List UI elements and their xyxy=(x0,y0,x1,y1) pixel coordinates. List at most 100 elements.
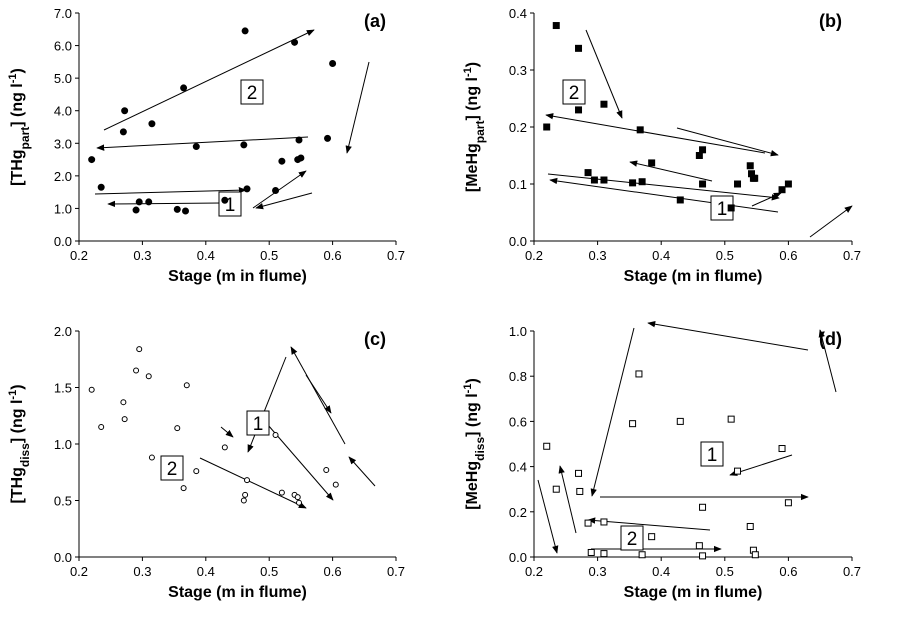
point xyxy=(587,548,595,556)
x-tick-label: 0.4 xyxy=(652,248,670,263)
x-tick-label: 0.4 xyxy=(652,564,670,579)
point xyxy=(182,207,190,215)
trend-arrow xyxy=(199,457,307,509)
annotation-box xyxy=(160,455,184,481)
point xyxy=(590,176,598,184)
y-tick-label: 6.0 xyxy=(54,39,72,54)
point xyxy=(629,179,637,187)
x-tick-label: 0.7 xyxy=(843,564,861,579)
point xyxy=(746,162,754,170)
annotation: 2 xyxy=(569,83,580,104)
point xyxy=(221,444,228,451)
y-tick-label: 0.6 xyxy=(509,414,527,429)
point xyxy=(243,185,251,193)
point xyxy=(695,152,703,159)
point xyxy=(120,399,127,406)
point xyxy=(192,143,200,151)
point xyxy=(183,382,190,389)
trend-arrow xyxy=(220,426,234,438)
y-label-part: [MeHg xyxy=(464,143,481,192)
trend-arrow xyxy=(558,465,577,534)
point xyxy=(699,503,707,511)
point xyxy=(734,180,742,188)
x-axis-label: Stage (m in flume) xyxy=(168,268,307,285)
y-axis-label: [MeHgpart] (ng l-1) xyxy=(462,62,487,192)
y-label-part: part xyxy=(18,127,32,150)
y-tick-label: 0.4 xyxy=(509,460,527,475)
point xyxy=(575,106,583,114)
y-axis-label: [THgpart] (ng l-1) xyxy=(7,68,32,186)
point xyxy=(295,499,302,506)
trend-arrow xyxy=(585,29,623,119)
y-tick-label: 0.0 xyxy=(54,234,72,249)
point xyxy=(784,180,792,188)
y-tick-label: 0.2 xyxy=(509,120,527,135)
point xyxy=(751,174,759,182)
point xyxy=(636,126,644,134)
trend-arrow xyxy=(290,346,346,445)
point xyxy=(119,128,127,136)
point xyxy=(584,519,592,527)
point xyxy=(145,373,152,380)
point xyxy=(552,22,560,30)
point xyxy=(297,154,305,162)
trend-arrow xyxy=(545,113,766,154)
point xyxy=(132,206,140,214)
point xyxy=(121,416,128,423)
trend-arrow xyxy=(587,517,711,531)
annotation-box xyxy=(620,525,644,551)
y-tick-label: 1.5 xyxy=(54,381,72,396)
point xyxy=(543,123,551,131)
point xyxy=(699,146,707,154)
point xyxy=(278,489,285,496)
point xyxy=(676,417,684,425)
point xyxy=(244,477,251,484)
point xyxy=(600,176,608,184)
point xyxy=(145,198,153,206)
point xyxy=(784,499,792,507)
point xyxy=(727,204,735,212)
trend-arrow xyxy=(751,192,782,207)
point xyxy=(88,156,96,164)
point xyxy=(272,431,279,438)
trend-arrow xyxy=(818,329,837,393)
panel-title: (a) xyxy=(364,11,386,31)
y-tick-label: 0.0 xyxy=(509,550,527,565)
y-label-part: ) xyxy=(9,68,26,73)
point xyxy=(552,485,560,493)
trend-arrow xyxy=(94,186,247,195)
point xyxy=(778,186,786,194)
y-label-part: ] (ng l xyxy=(9,83,26,127)
point xyxy=(778,445,786,453)
trend-arrow xyxy=(809,205,853,238)
point xyxy=(638,178,646,186)
y-label-part: [THg xyxy=(9,467,26,503)
point xyxy=(241,27,249,35)
y-tick-label: 0.4 xyxy=(509,6,527,21)
point xyxy=(600,518,608,526)
y-axis-label: [THgdiss] (ng l-1) xyxy=(7,384,32,503)
y-label-part: part xyxy=(473,121,487,144)
point xyxy=(648,159,656,167)
y-label-part: [MeHg xyxy=(464,461,481,510)
x-tick-label: 0.6 xyxy=(324,564,342,579)
point xyxy=(180,485,187,492)
point xyxy=(173,205,181,213)
point xyxy=(121,107,129,115)
point xyxy=(240,141,248,149)
y-label-part: diss xyxy=(473,437,487,461)
y-tick-label: 0.0 xyxy=(54,550,72,565)
trend-arrow xyxy=(549,177,779,213)
trend-arrow xyxy=(252,170,307,209)
point xyxy=(148,454,155,461)
annotation-box xyxy=(700,441,724,467)
point xyxy=(600,100,608,108)
annotation: 2 xyxy=(167,459,178,480)
y-tick-label: 1.0 xyxy=(54,201,72,216)
y-label-part: ) xyxy=(9,384,26,389)
trend-arrow xyxy=(647,321,809,351)
y-tick-label: 0.3 xyxy=(509,63,527,78)
point xyxy=(135,198,143,206)
point xyxy=(746,522,754,530)
